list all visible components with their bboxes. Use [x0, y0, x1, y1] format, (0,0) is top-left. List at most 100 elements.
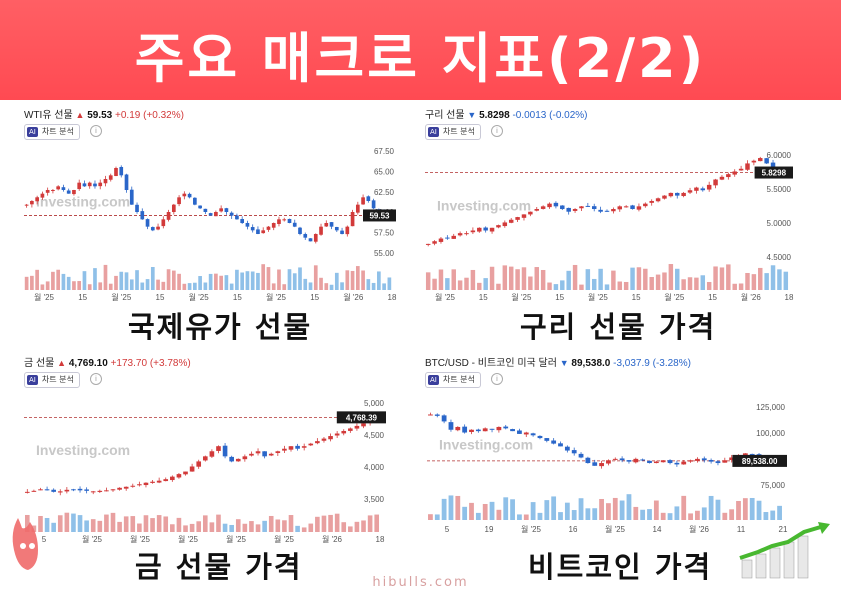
- candle: [564, 446, 570, 451]
- y-tick-label: 62.50: [374, 188, 395, 197]
- candle: [502, 222, 508, 227]
- candle: [90, 491, 96, 493]
- volume-bar: [662, 272, 667, 290]
- candle: [103, 179, 108, 184]
- x-tick-label: 월 '26: [689, 524, 710, 534]
- volume-bar: [681, 279, 686, 290]
- volume-bar: [123, 516, 129, 532]
- volume-bar: [366, 279, 371, 290]
- volume-bar: [626, 494, 632, 520]
- volume-bar: [667, 513, 673, 520]
- y-tick-label: 125,000: [756, 403, 785, 412]
- candle: [129, 189, 134, 205]
- btc-chart-panel[interactable]: BTC/USD - 비트코인 미국 달러 ▼ 89,538.0 -3,037.9…: [421, 352, 819, 548]
- ai-button-label: 차트 분석: [41, 375, 74, 384]
- volume-bar: [451, 269, 456, 290]
- ai-chart-analysis-button[interactable]: AI 차트 분석: [425, 124, 481, 140]
- info-icon[interactable]: i: [491, 125, 503, 137]
- candle: [277, 219, 281, 224]
- volume-bar: [470, 269, 476, 290]
- candle: [434, 414, 440, 416]
- candle: [592, 462, 598, 466]
- volume-bar: [177, 273, 181, 290]
- volume-bar: [604, 284, 610, 290]
- candle: [214, 212, 218, 217]
- candle: [598, 209, 603, 212]
- volume-bar: [640, 509, 646, 520]
- candle: [150, 481, 155, 483]
- candle: [713, 179, 718, 186]
- page-title: 주요 매크로 지표(2/2): [134, 27, 707, 90]
- volume-bar: [348, 526, 353, 532]
- candle: [61, 187, 66, 190]
- candle: [585, 457, 591, 464]
- price-change: -0.0013: [512, 110, 547, 121]
- volume-bar: [434, 514, 440, 520]
- candle: [229, 456, 234, 462]
- candle: [209, 451, 215, 457]
- candle: [275, 451, 281, 454]
- investing-watermark: Investing.com: [439, 436, 533, 452]
- candle: [749, 453, 755, 455]
- volume-bar: [694, 277, 699, 290]
- candle: [24, 491, 30, 493]
- price-change: -3,037.9: [613, 358, 650, 369]
- candle: [612, 458, 618, 460]
- candle: [135, 204, 139, 212]
- info-icon[interactable]: i: [491, 373, 503, 385]
- candle: [643, 203, 648, 207]
- volume-bar: [24, 514, 30, 532]
- candle: [287, 218, 292, 223]
- volume-bar: [668, 264, 674, 290]
- investing-watermark: Investing.com: [437, 198, 531, 214]
- copper-chart-panel[interactable]: 구리 선물 ▼ 5.8298 -0.0013 (-0.02%) AI 차트 분석 …: [421, 104, 819, 304]
- candle: [681, 192, 686, 197]
- volume-bar: [40, 284, 45, 290]
- volume-bar: [321, 515, 327, 532]
- candle: [202, 456, 208, 461]
- candle: [674, 462, 680, 465]
- info-icon[interactable]: i: [90, 373, 102, 385]
- volume-bar: [328, 514, 333, 532]
- instrument-price: 5.8298: [479, 110, 510, 121]
- candle: [64, 489, 70, 492]
- ai-chart-analysis-button[interactable]: AI 차트 분석: [24, 124, 80, 140]
- volume-bar: [208, 273, 213, 290]
- candle: [722, 460, 728, 463]
- info-icon[interactable]: i: [90, 125, 102, 137]
- candle: [719, 176, 725, 180]
- candle: [130, 485, 136, 487]
- candle: [515, 217, 520, 220]
- volume-bar: [633, 506, 639, 520]
- volume-bar: [72, 281, 76, 290]
- volume-bar: [166, 269, 171, 290]
- candle: [71, 489, 76, 491]
- candle: [321, 438, 327, 441]
- volume-bar: [611, 270, 616, 290]
- volume-bar: [87, 284, 92, 290]
- volume-bar: [764, 273, 769, 290]
- volume-bar: [464, 277, 469, 290]
- volume-bar: [24, 276, 29, 290]
- volume-bar: [551, 496, 557, 520]
- candle: [636, 206, 642, 210]
- candle: [93, 183, 97, 187]
- volume-bar: [489, 501, 495, 520]
- price-change: +173.70: [110, 358, 148, 369]
- x-tick-label: 15: [708, 293, 717, 302]
- volume-bar: [544, 500, 550, 520]
- ai-chart-analysis-button[interactable]: AI 차트 분석: [24, 372, 80, 388]
- last-price-label: 5.8298: [762, 169, 787, 178]
- candle: [345, 226, 350, 235]
- candle: [633, 458, 639, 463]
- volume-bar: [216, 514, 221, 532]
- candle: [224, 208, 229, 212]
- volume-bar: [313, 265, 318, 290]
- candle: [104, 490, 109, 492]
- volume-bar: [57, 515, 63, 532]
- gold-chart-panel[interactable]: 금 선물 ▲ 4,769.10 +173.70 (+3.78%) AI 차트 분석…: [20, 352, 400, 548]
- wti-chart-panel[interactable]: WTI유 선물 ▲ 59.53 +0.19 (+0.32%) AI 차트 분석 i…: [20, 104, 400, 304]
- ai-chart-analysis-button[interactable]: AI 차트 분석: [425, 372, 481, 388]
- arrow-down-icon: ▼: [559, 358, 569, 368]
- volume-bar: [51, 271, 55, 290]
